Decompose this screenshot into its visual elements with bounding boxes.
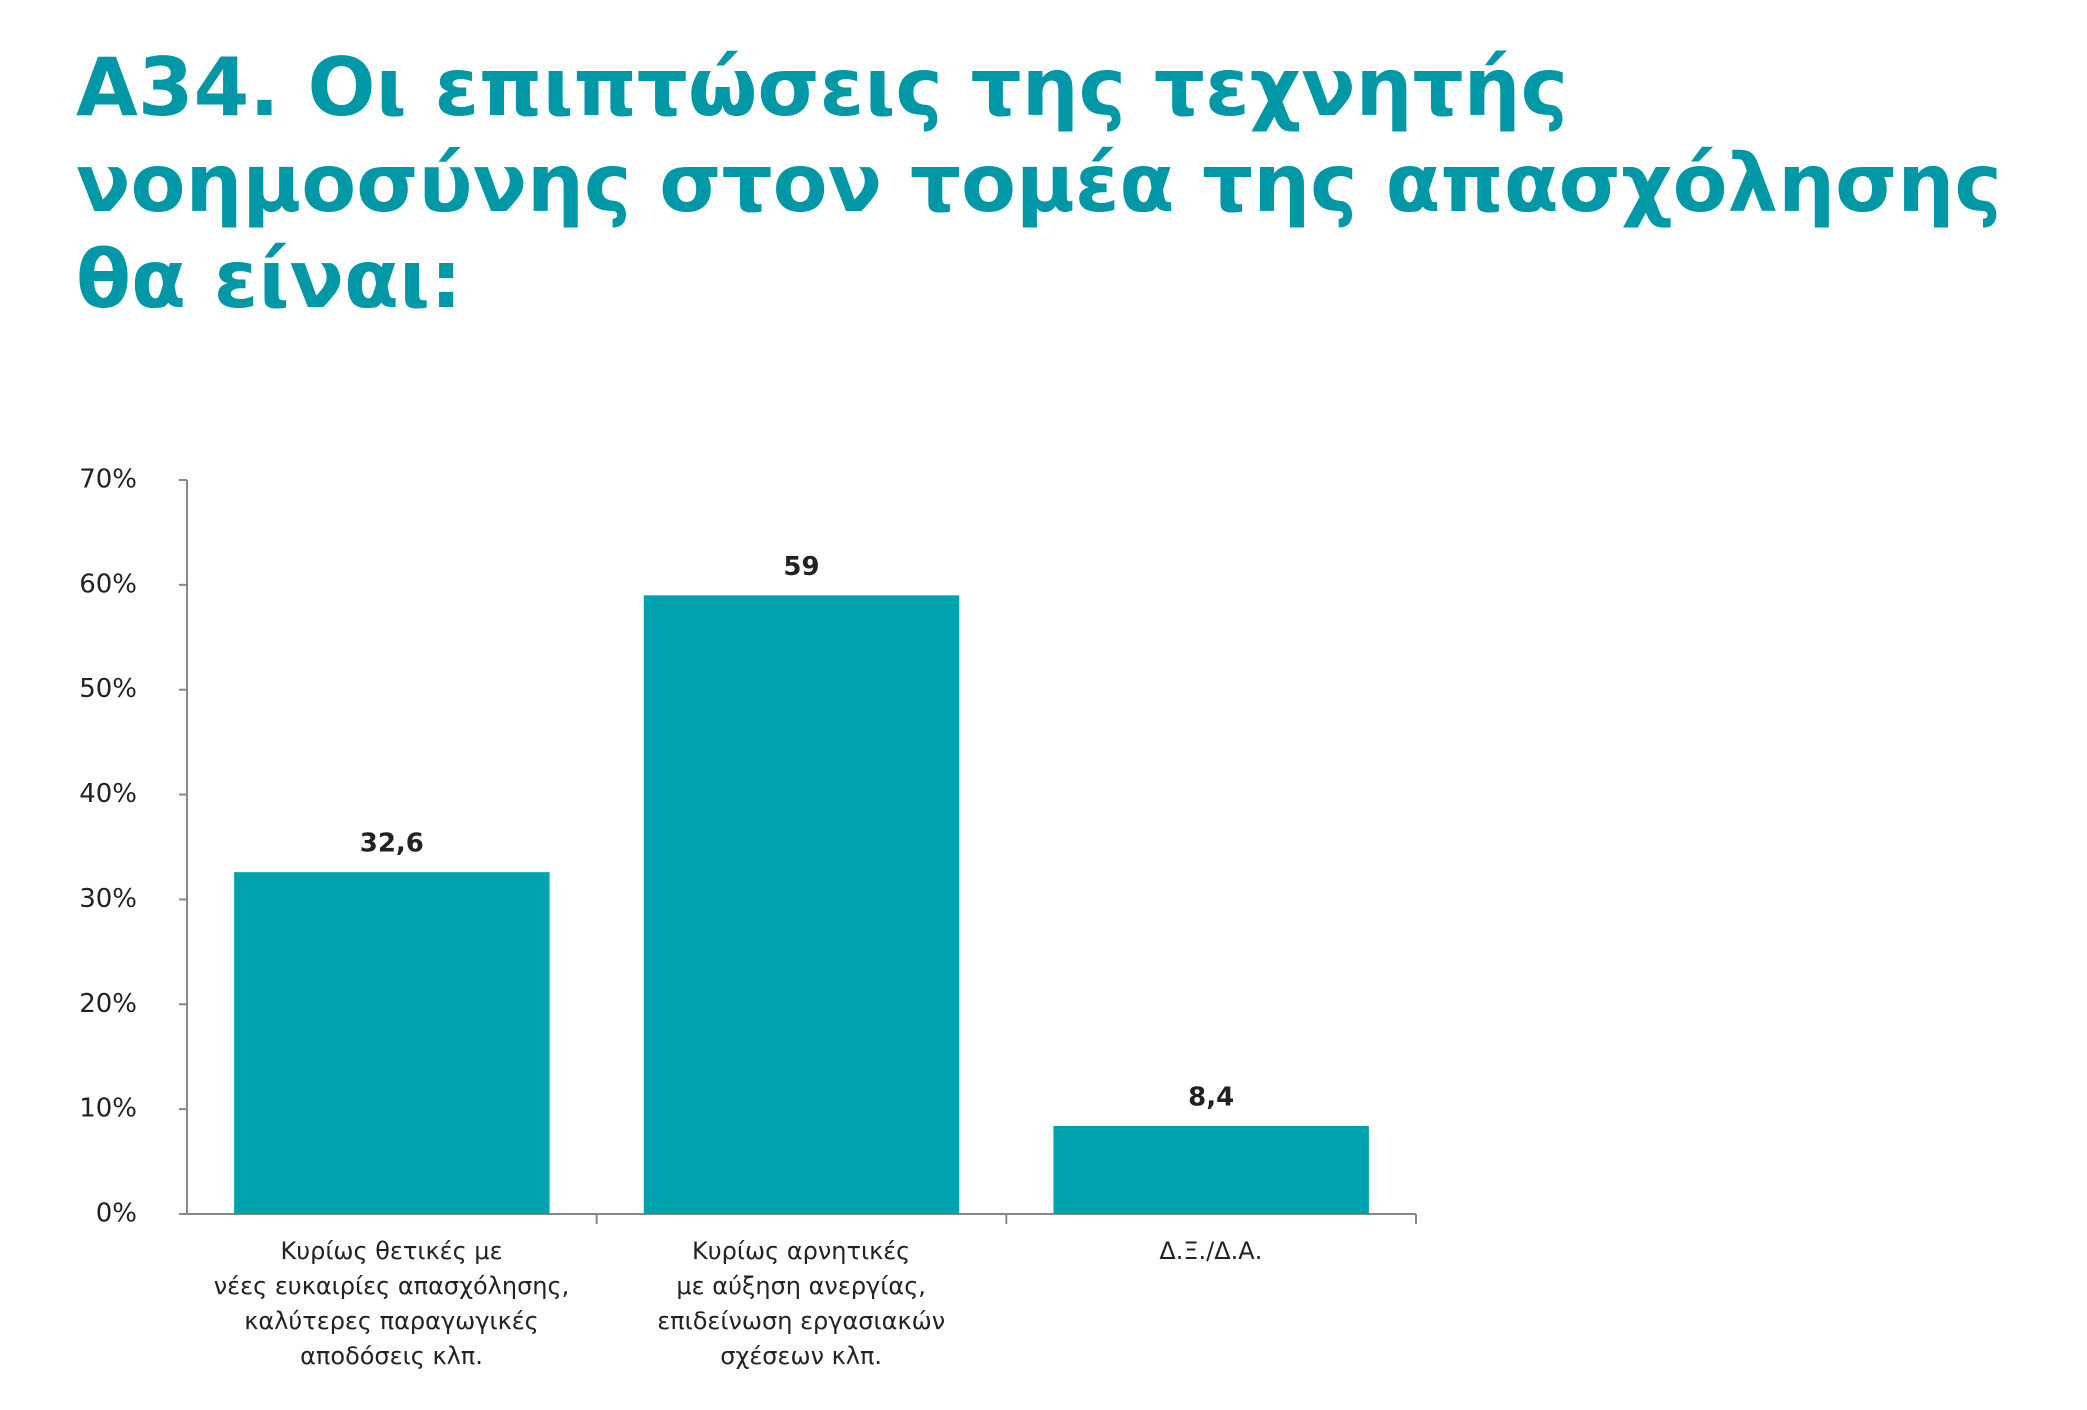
y-tick-label: 70% bbox=[79, 465, 137, 495]
y-tick-label: 40% bbox=[79, 779, 137, 809]
bar bbox=[234, 872, 550, 1214]
chart-title: Α34. Οι επιπτώσεις της τεχνητής νοημοσύν… bbox=[76, 41, 2002, 326]
y-tick-label: 30% bbox=[79, 884, 137, 914]
bar bbox=[1053, 1125, 1369, 1214]
x-tick-label: Δ.Ξ./Δ.Α. bbox=[1159, 1237, 1263, 1265]
y-tick-label: 0% bbox=[96, 1199, 137, 1229]
y-tick-label: 10% bbox=[79, 1094, 137, 1124]
x-tick-label: Κυρίως αρνητικές με αύξηση ανεργίας, επι… bbox=[657, 1237, 946, 1370]
data-label: 59 bbox=[783, 552, 819, 582]
bar bbox=[643, 595, 960, 1214]
x-tick-label: Κυρίως θετικές με νέες ευκαιρίες απασχόλ… bbox=[213, 1237, 570, 1370]
y-tick-label: 50% bbox=[79, 674, 137, 704]
y-tick-label: 20% bbox=[79, 989, 137, 1019]
y-tick-label: 60% bbox=[79, 569, 137, 599]
data-label: 8,4 bbox=[1188, 1082, 1234, 1112]
data-label: 32,6 bbox=[360, 829, 424, 859]
